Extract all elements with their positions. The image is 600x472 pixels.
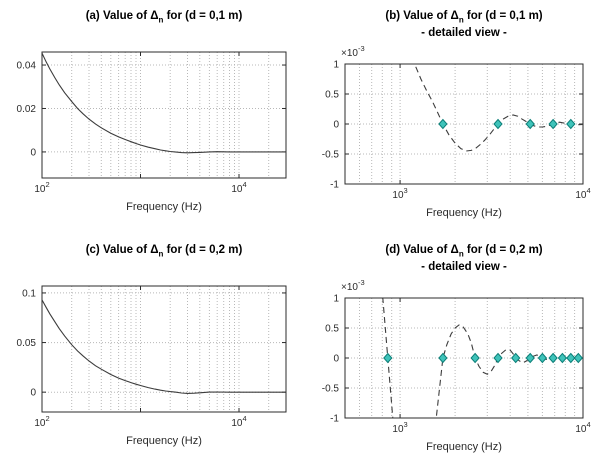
panel-d-title-sub: n: [458, 249, 464, 259]
panel-b-title-sub: n: [458, 15, 464, 25]
svg-text:102: 102: [34, 414, 49, 429]
panel-c-title: (c) Value of Δn for (d = 0,2 m): [8, 240, 298, 260]
panel-a-title-pre: (a) Value of Δ: [85, 10, 159, 22]
svg-text:×10-3: ×10-3: [341, 278, 365, 293]
panel-b-title-pre: (b) Value of Δ: [385, 10, 459, 22]
svg-text:0.04: 0.04: [17, 61, 37, 72]
svg-text:0.05: 0.05: [17, 338, 37, 349]
panel-a: (a) Value of Δn for (d = 0,1 m) 102 104 0 0…: [8, 6, 298, 226]
svg-text:-0.5: -0.5: [322, 150, 340, 161]
svg-text:0: 0: [333, 120, 339, 131]
svg-text:103: 103: [392, 420, 407, 435]
svg-text:104: 104: [231, 180, 246, 195]
panel-d: (d) Value of Δn for (d = 0,2 m) - detail…: [307, 240, 595, 472]
svg-text:102: 102: [34, 180, 49, 195]
panel-d-title-pre: (d) Value of Δ: [385, 244, 459, 256]
svg-text:0.02: 0.02: [17, 104, 37, 115]
svg-text:0.1: 0.1: [22, 288, 36, 299]
panel-a-plot: 102 104 0 0.02 0.04 Frequency (Hz): [17, 51, 287, 213]
svg-text:0: 0: [333, 354, 339, 365]
panel-b-title: (b) Value of Δn for (d = 0,1 m): [307, 6, 595, 26]
panel-d-title: (d) Value of Δn for (d = 0,2 m): [307, 240, 595, 260]
panel-b-title-post: for (d = 0,1 m): [463, 10, 543, 22]
svg-text:-1: -1: [330, 414, 339, 425]
panel-b-plot: 103 104 -1 -0.5 0 0.5 1×10-3 Frequency (Hz): [322, 44, 591, 219]
panel-c-title-post: for (d = 0,2 m): [163, 244, 243, 256]
svg-text:0: 0: [30, 388, 36, 399]
svg-text:104: 104: [575, 186, 590, 201]
svg-text:Frequency (Hz): Frequency (Hz): [126, 201, 202, 213]
panel-a-title: (a) Value of Δn for (d = 0,1 m): [8, 6, 298, 26]
panel-d-plot: 103 104 -1 -0.5 0 0.5 1×10-3 Frequency (Hz): [322, 278, 591, 453]
svg-text:Frequency (Hz): Frequency (Hz): [126, 435, 202, 447]
panel-c-title-sub: n: [158, 249, 164, 259]
svg-text:0.5: 0.5: [325, 324, 339, 335]
svg-text:0.5: 0.5: [325, 90, 339, 101]
svg-text:-1: -1: [330, 180, 339, 191]
svg-text:Frequency (Hz): Frequency (Hz): [426, 207, 502, 219]
panel-d-title-post: for (d = 0,2 m): [463, 244, 543, 256]
panel-b: (b) Value of Δn for (d = 0,1 m) - detail…: [307, 6, 595, 238]
panel-a-title-sub: n: [158, 15, 164, 25]
svg-text:1: 1: [333, 60, 339, 71]
panel-a-title-post: for (d = 0,1 m): [163, 10, 243, 22]
panel-b-subtitle: - detailed view -: [421, 27, 507, 39]
panel-c: (c) Value of Δn for (d = 0,2 m) 102 104 0 0…: [8, 240, 298, 460]
panel-c-plot: 102 104 0 0.05 0.1 Frequency (Hz): [17, 285, 287, 447]
svg-text:Frequency (Hz): Frequency (Hz): [426, 441, 502, 453]
svg-text:0: 0: [30, 147, 36, 158]
svg-text:103: 103: [392, 186, 407, 201]
panel-c-title-pre: (c) Value of Δ: [85, 244, 159, 256]
svg-text:104: 104: [231, 414, 246, 429]
svg-text:×10-3: ×10-3: [341, 44, 365, 59]
panel-d-subtitle: - detailed view -: [421, 261, 507, 273]
svg-text:104: 104: [575, 420, 590, 435]
svg-text:1: 1: [333, 294, 339, 305]
svg-text:-0.5: -0.5: [322, 384, 340, 395]
